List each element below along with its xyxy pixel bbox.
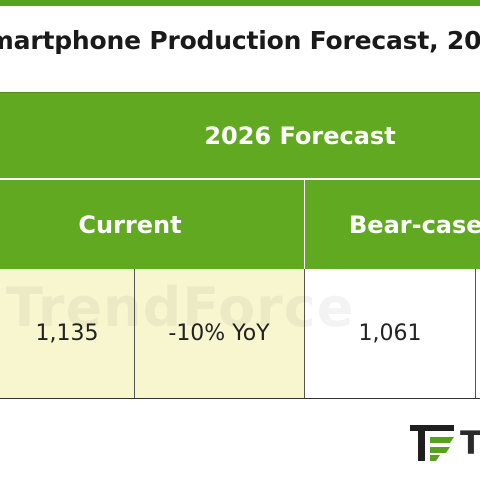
column-separator xyxy=(134,269,135,398)
forecast-table: 2026 Forecast Current Bear-case 1,135 -1… xyxy=(0,92,480,399)
table-row: 1,135 -10% YoY 1,061 xyxy=(0,269,480,399)
header-divider xyxy=(0,178,480,180)
top-accent-bar xyxy=(0,0,480,6)
cell-current-yoy: -10% YoY xyxy=(134,269,304,398)
table-bottom-border xyxy=(0,398,480,399)
page-title: Smartphone Production Forecast, 2025–202… xyxy=(0,26,480,55)
trendforce-logo-wordmark: TrendForce xyxy=(460,424,480,462)
column-header-separator xyxy=(304,180,305,269)
column-separator xyxy=(475,269,476,398)
group-header-2026-forecast: 2026 Forecast xyxy=(204,122,396,150)
cell-bear-change xyxy=(475,269,480,398)
column-header-bear-case: Bear-case xyxy=(349,210,480,239)
cell-current-value: 1,135 xyxy=(0,269,134,398)
column-separator xyxy=(304,269,305,398)
table-column-header-row: Current Bear-case xyxy=(0,180,480,269)
table-group-header-row: 2026 Forecast xyxy=(0,92,480,179)
column-header-current: Current xyxy=(78,210,182,239)
trendforce-logo: TrendForce xyxy=(410,422,480,464)
trendforce-logo-icon xyxy=(410,425,454,461)
cell-bear-value: 1,061 xyxy=(305,269,475,398)
